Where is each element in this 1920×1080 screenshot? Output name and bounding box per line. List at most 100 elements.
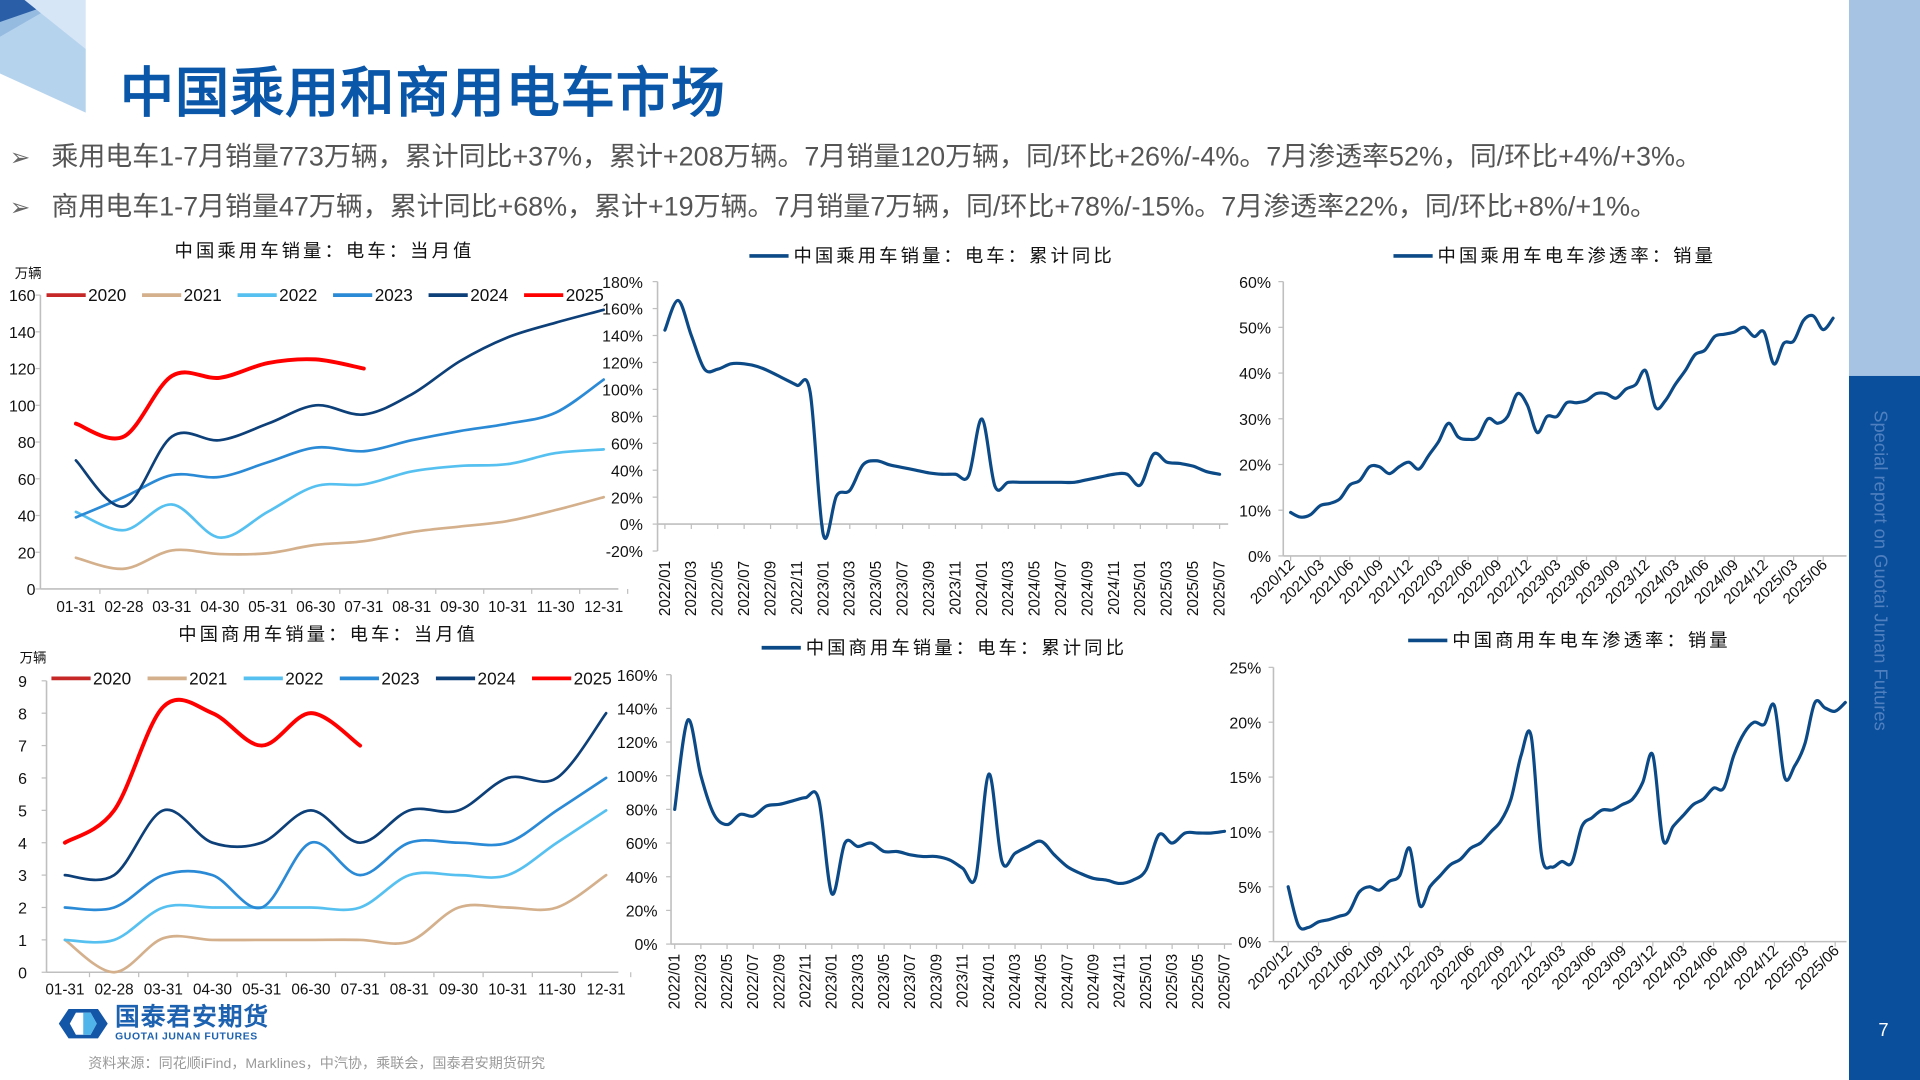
y-tick-label: 0 <box>18 965 27 982</box>
y-tick-label: 140% <box>602 329 643 346</box>
x-tick-label: 11-30 <box>538 981 576 998</box>
x-tick-label: 09-30 <box>439 981 478 998</box>
logo-en: GUOTAI JUNAN FUTURES <box>115 1029 258 1043</box>
y-tick-label: 20% <box>611 490 643 507</box>
x-tick-label: 2022/05 <box>710 561 727 616</box>
x-tick-label: 2023/11 <box>947 561 964 615</box>
series-line-main <box>673 718 1227 896</box>
y-tick-label: 25% <box>1229 660 1261 677</box>
y-tick-label: 40% <box>1239 366 1271 383</box>
y-tick-label: 100% <box>602 383 643 400</box>
y-tick-label: 20 <box>18 545 36 562</box>
x-tick-label: 07-31 <box>341 981 380 998</box>
x-tick-label: 2022/01 <box>657 561 674 616</box>
y-tick-label: 0 <box>27 582 36 599</box>
chart-6: 0%5%10%15%20%25%2020/122021/032021/06202… <box>1229 630 1847 993</box>
legend-label: 2021 <box>189 668 227 688</box>
x-tick-label: 2024/07 <box>1059 954 1076 1009</box>
y-tick-label: 9 <box>18 674 27 691</box>
x-tick-label: 2024/03 <box>1007 954 1024 1009</box>
x-tick-label: 2024/09 <box>1085 954 1102 1009</box>
legend-label: 2023 <box>375 285 413 305</box>
y-tick-label: 140 <box>9 325 36 342</box>
legend-label: 2022 <box>279 285 317 305</box>
bullet-text: 乘用电车1-7月销量773万辆，累计同比+37%，累计+208万辆。7月销量12… <box>51 140 1702 172</box>
source-note: 资料来源：同花顺iFind，Marklines，中汽协，乘联会，国泰君安期货研究 <box>88 1056 546 1072</box>
y-tick-label: 60 <box>18 472 36 489</box>
y-tick-label: 3 <box>18 868 27 885</box>
arrow-bullet-icon: ➢ <box>9 144 31 172</box>
x-tick-label: 2025/03 <box>1164 954 1181 1009</box>
legend-label: 2023 <box>381 668 419 688</box>
x-tick-label: 11-30 <box>537 599 575 616</box>
y-tick-label: 120% <box>617 735 658 752</box>
logo-mark-icon <box>58 1008 108 1039</box>
chart-title: 中国商用车销量：电车：当月值 <box>178 623 478 644</box>
x-tick-label: 01-31 <box>45 981 84 998</box>
legend-label: 2021 <box>184 285 222 305</box>
x-tick-label: 2023/01 <box>815 561 832 616</box>
chart-1: 0 20 40 60 80 100 120 140 160 01-31 02-28 03-31 04-3… <box>9 240 629 616</box>
x-tick-label: 12-31 <box>584 599 623 616</box>
corner-decoration <box>0 0 86 113</box>
series-line-2025 <box>62 697 363 845</box>
y-tick-label: 0% <box>1248 549 1271 566</box>
series-line-2022 <box>74 448 606 539</box>
x-tick-label: 09-30 <box>440 599 479 616</box>
x-tick-label: 2023/07 <box>895 561 912 616</box>
y-tick-label: 40% <box>611 463 643 480</box>
x-tick-label: 10-31 <box>488 599 527 616</box>
x-tick-label: 02-28 <box>104 599 143 616</box>
y-tick-label: 80% <box>626 803 658 820</box>
legend-label: 2025 <box>566 285 604 305</box>
y-tick-label: 8 <box>18 706 27 723</box>
x-tick-label: 02-28 <box>95 981 134 998</box>
series-line-2022 <box>63 809 608 944</box>
y-tick-label: 60% <box>1239 275 1271 292</box>
legend-label: 2024 <box>470 285 509 305</box>
x-tick-label: 2023/09 <box>928 954 945 1009</box>
y-tick-label: 6 <box>18 771 27 788</box>
x-tick-label: 03-31 <box>152 599 191 616</box>
x-tick-label: 2025/03 <box>1159 561 1176 616</box>
legend-label: 2020 <box>88 285 126 305</box>
legend-label: 2020 <box>93 668 131 688</box>
legend-label: 中国乘用车电车渗透率：销量 <box>1438 245 1716 266</box>
bullet-passenger: ➢ 乘用电车1-7月销量773万辆，累计同比+37%，累计+208万辆。7月销量1… <box>10 135 1702 174</box>
y-tick-label: 30% <box>1239 412 1271 429</box>
legend-label: 中国乘用车销量：电车：累计同比 <box>793 245 1114 266</box>
y-tick-label: 60% <box>626 836 658 853</box>
x-tick-label: 2024/01 <box>981 954 998 1009</box>
x-tick-label: 2022/01 <box>667 954 684 1009</box>
y-tick-label: 160% <box>602 302 643 319</box>
legend-label: 2024 <box>478 668 517 688</box>
y-tick-label: 0% <box>620 517 643 534</box>
x-tick-label: 2022/09 <box>771 954 788 1009</box>
y-tick-label: 20% <box>1229 715 1261 732</box>
chart-2: -20% 0% 20% 40% 60% 80% 100% 120% 140% 160% 180% 20… <box>602 245 1228 616</box>
x-tick-label: 2022/09 <box>762 561 779 616</box>
x-tick-label: 2024/03 <box>1000 561 1017 616</box>
y-tick-label: 120% <box>602 356 643 373</box>
chart-title: 中国乘用车销量：电车：当月值 <box>175 240 475 261</box>
x-tick-label: 10-31 <box>488 981 527 998</box>
x-tick-label: 2022/07 <box>745 954 762 1009</box>
y-tick-label: 40 <box>18 509 36 526</box>
page-title: 中国乘用和商用电车市场 <box>120 63 727 124</box>
series-line-main <box>1286 698 1847 931</box>
company-logo: 国泰君安期货 GUOTAI JUNAN FUTURES <box>58 1005 270 1043</box>
y-tick-label: 160 <box>9 288 36 305</box>
bullet-commercial: ➢ 商用电车1-7月销量47万辆，累计同比+68%，累计+19万辆。7月销量7万辆… <box>10 185 1657 224</box>
legend-label: 2022 <box>285 668 323 688</box>
x-tick-label: 2022/05 <box>719 954 736 1009</box>
x-tick-label: 2022/03 <box>683 561 700 616</box>
x-tick-label: 2022/11 <box>797 954 814 1008</box>
x-tick-label: 05-31 <box>248 599 287 616</box>
x-tick-label: 03-31 <box>144 981 183 998</box>
x-tick-label: 2023/05 <box>876 954 893 1009</box>
x-tick-label: 2025/01 <box>1132 561 1149 616</box>
y-tick-label: 10% <box>1239 503 1271 520</box>
y-tick-label: 180% <box>602 275 643 292</box>
series-line-2023 <box>74 378 606 519</box>
y-tick-label: -20% <box>606 544 643 561</box>
